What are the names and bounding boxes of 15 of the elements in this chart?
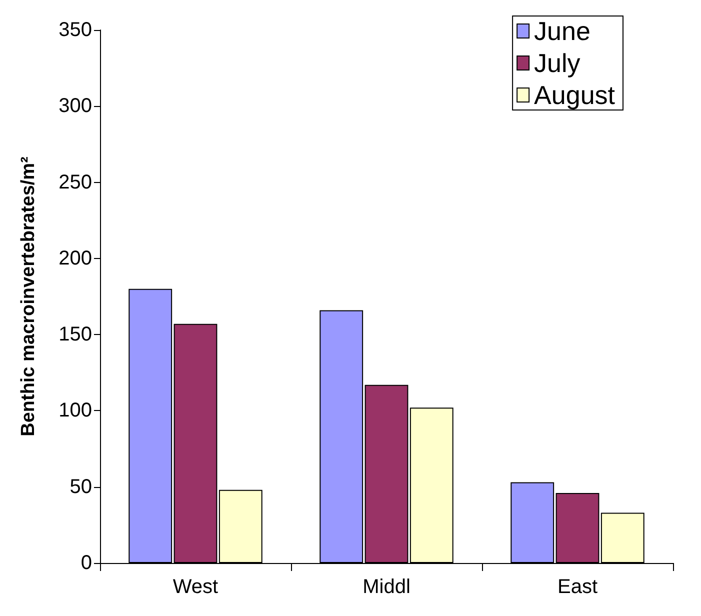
y-tick-label: 350 <box>58 19 92 41</box>
legend-label: August <box>534 80 616 110</box>
x-tick-label: West <box>172 576 219 598</box>
y-tick-label: 200 <box>58 247 92 270</box>
y-tick-label: 50 <box>70 476 92 498</box>
y-tick-label: 0 <box>80 552 92 574</box>
y-tick-label: 150 <box>58 324 92 346</box>
y-axis-title: Benthic macroinvertebrates/m² <box>18 156 39 436</box>
y-tick-label: 250 <box>58 171 92 194</box>
legend-label: June <box>534 16 590 46</box>
y-tick-label: 100 <box>58 400 92 422</box>
x-tick-label: Middl <box>362 576 410 598</box>
legend-label: July <box>534 48 580 78</box>
x-tick-label: East <box>557 576 598 598</box>
y-tick-label: 300 <box>58 95 92 118</box>
